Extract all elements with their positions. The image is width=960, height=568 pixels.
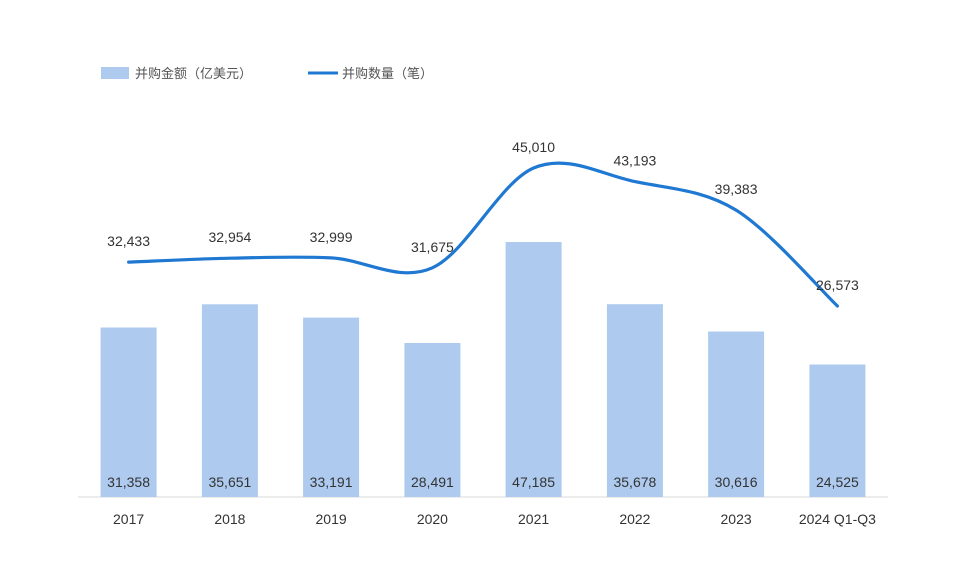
bar-value-label: 30,616 — [715, 474, 758, 490]
bar-2019 — [303, 317, 360, 497]
line-layer — [127, 161, 839, 308]
legend-label-bar: 并购金额（亿美元） — [135, 66, 252, 82]
x-tick-label: 2019 — [316, 511, 347, 527]
legend-swatch-bar — [101, 67, 129, 79]
line-value-label: 32,954 — [208, 229, 251, 245]
line-value-label: 39,383 — [715, 181, 758, 197]
line-value-label: 32,999 — [310, 229, 353, 245]
line-value-label: 31,675 — [411, 239, 454, 255]
bar-2018 — [201, 304, 258, 497]
x-tick-label: 2023 — [721, 511, 752, 527]
bar-2022 — [606, 304, 663, 497]
bar-value-label: 35,651 — [208, 474, 251, 490]
x-tick-label: 2021 — [518, 511, 549, 527]
bar-value-label: 31,358 — [107, 474, 150, 490]
line-value-label: 26,573 — [816, 277, 859, 293]
bar-2023 — [708, 331, 765, 497]
labels-layer: 31,358 2017 32,433 35,651 2018 32,954 33,191 20… — [107, 139, 876, 527]
x-tick-label: 2018 — [214, 511, 245, 527]
bar-value-label: 33,191 — [310, 474, 353, 490]
bar-2017 — [100, 327, 157, 497]
bar-value-label: 28,491 — [411, 474, 454, 490]
x-tick-label: 2017 — [113, 511, 144, 527]
bar-value-label: 47,185 — [512, 474, 555, 490]
x-tick-label: 2020 — [417, 511, 448, 527]
bar-2021 — [505, 242, 562, 497]
x-tick-label: 2024 Q1-Q3 — [799, 511, 876, 527]
legend-label-line: 并购数量（笔） — [342, 66, 433, 82]
legend: 并购金额（亿美元） 并购数量（笔） — [101, 66, 433, 82]
line-value-label: 45,010 — [512, 139, 555, 155]
line-value-label: 32,433 — [107, 233, 150, 249]
x-tick-label: 2022 — [619, 511, 650, 527]
bar-value-label: 35,678 — [613, 474, 656, 490]
bar-value-label: 24,525 — [816, 474, 859, 490]
bars-layer — [100, 242, 866, 497]
series-line-deal-count — [127, 161, 839, 308]
line-value-label: 43,193 — [613, 153, 656, 169]
bar-2024 Q1-Q3 — [809, 364, 866, 497]
bar-2020 — [404, 343, 461, 497]
